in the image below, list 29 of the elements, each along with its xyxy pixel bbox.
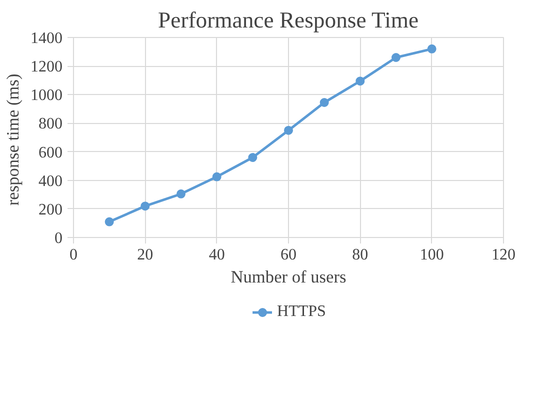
y-tick-label: 1000 [30,87,62,104]
point [104,217,114,226]
x-axis-title: Number of users [230,268,347,286]
point [356,76,365,86]
chart-title: Performance Response Time [158,8,419,32]
point [212,172,222,182]
x-tick-label: 60 [280,246,296,264]
point [427,44,436,54]
point [320,98,329,107]
x-tick-label: 40 [208,246,225,264]
y-tick-label: 600 [38,144,62,162]
y-tick-label: 800 [38,116,62,133]
y-tick-label: 1400 [30,30,62,47]
point [248,153,258,162]
y-tick-label: 200 [38,201,62,218]
y-tick-label: 1200 [30,58,62,76]
y-tick-label: 0 [54,230,62,247]
point [176,189,186,198]
point [392,53,400,62]
legend-label: HTTPS [277,302,326,320]
x-tick-label: 80 [352,246,368,264]
x-tick-label: 0 [70,246,78,264]
point [284,126,293,135]
y-axis-title: response time (ms) [4,74,22,206]
y-tick-label: 400 [38,172,62,190]
x-tick-label: 20 [137,246,154,264]
point [140,202,150,211]
x-tick-label: 100 [420,246,444,264]
x-tick-label: 120 [492,246,516,264]
